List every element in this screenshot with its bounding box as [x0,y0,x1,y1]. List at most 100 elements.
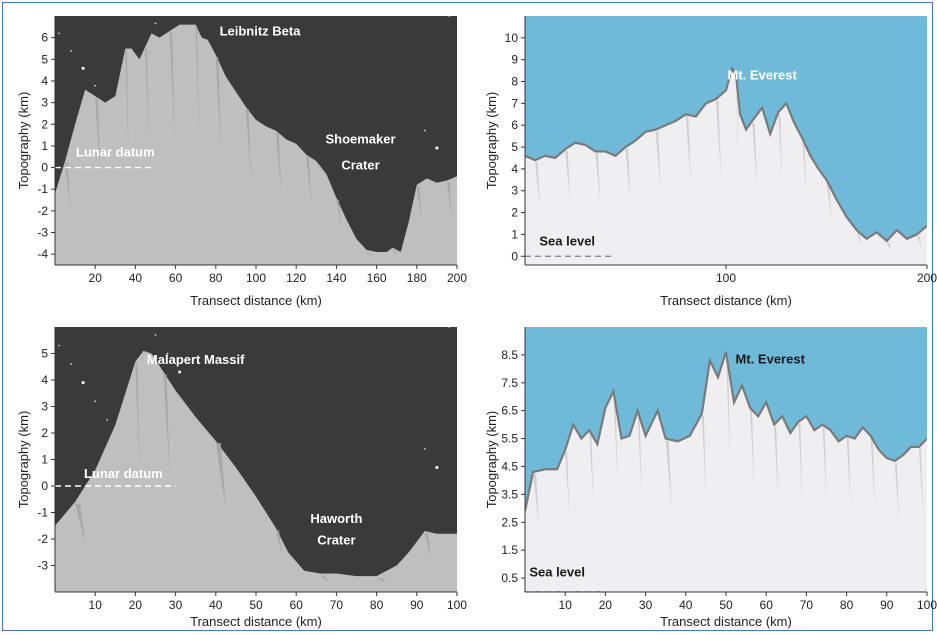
terrain-facet [637,412,642,493]
y-tick-label: 3.5 [501,487,518,501]
y-tick-label: 1 [511,227,518,241]
x-tick-label: 90 [880,598,894,612]
terrain-facet [918,448,923,513]
star [424,129,426,132]
star [81,66,85,70]
terrain-facet [163,374,170,472]
terrain-area [55,350,457,592]
x-tick-label: 60 [290,598,304,612]
terrain-facet [802,140,807,196]
terrain-facet [336,199,342,229]
star [154,334,157,336]
y-tick-label: 9 [511,53,518,67]
reference-label: Lunar datum [76,145,155,160]
x-tick-label: 80 [370,598,384,612]
terrain-facet [276,530,283,558]
terrain-facet [320,575,329,582]
star [70,50,72,52]
x-tick-label: 100 [716,271,736,285]
star [435,146,439,150]
x-tick-label: 30 [169,598,183,612]
x-tick-label: 50 [249,598,263,612]
x-tick-label: 60 [760,598,774,612]
terrain-facet [736,76,739,161]
terrain-facet [826,181,832,219]
y-tick-label: 7.5 [501,376,518,390]
y-tick-label: 0.5 [501,571,518,585]
terrain-facet [366,251,372,257]
feature-label: Mt. Everest [727,67,797,82]
y-tick-label: 3 [41,96,48,110]
terrain-facet [215,56,221,150]
star [70,363,72,365]
terrain-facet [798,423,803,499]
y-tick-label: 5 [41,52,48,66]
star [58,32,60,35]
x-tick-label: 20 [89,271,103,285]
terrain-facet [625,149,631,201]
terrain-facet [125,50,129,146]
terrain-facet [565,451,570,514]
terrain-facet [870,437,875,507]
terrain-facet [752,122,758,186]
plot-area: Leibnitz Beta Shoemaker Crater Lunar datum [55,16,457,265]
feature-label: Malapert Massif [147,352,245,367]
y-tick-label: 7 [511,96,518,110]
star [58,344,60,347]
terrain-facet [276,132,282,192]
terrain-facet [306,156,312,205]
y-tick-label: -1 [37,182,48,196]
y-tick-label: -3 [37,226,48,240]
y-tick-label: 0 [41,161,48,175]
terrain-outline [525,65,927,243]
y-tick-label: 1 [41,453,48,467]
y-axis-label: Topography (km) [484,411,499,509]
terrain-facet [846,437,851,507]
terrain-facet [613,393,618,482]
x-axis-label: Transect distance (km) [660,293,792,308]
x-tick-label: 100 [447,598,467,612]
terrain-area [55,24,457,265]
terrain-facet [778,114,783,181]
terrain-area [525,352,927,592]
x-tick-label: 100 [917,598,937,612]
terrain-facet [65,163,71,208]
y-tick-label: -3 [37,559,48,573]
x-axis-label: Transect distance (km) [190,614,322,629]
star [424,448,426,450]
y-tick-label: 10 [505,31,519,45]
x-axis-label: Transect distance (km) [660,614,792,629]
x-tick-label: 60 [169,271,183,285]
x-tick-label: 20 [129,598,143,612]
x-tick-label: 70 [330,598,344,612]
x-tick-label: 80 [840,598,854,612]
star [154,22,157,25]
reference-label: Lunar datum [84,466,163,481]
star [81,381,85,385]
terrain-facet [135,363,140,466]
star [94,400,96,403]
terrain-facet [589,432,594,504]
terrain-facet [726,354,731,461]
terrain-facet [195,26,199,133]
y-tick-label: 5 [41,347,48,361]
feature-label: Crater [317,532,355,547]
feature-label: Crater [341,158,379,173]
terrain-facet [424,533,431,559]
y-tick-label: 0 [511,249,518,263]
y-tick-label: 2 [511,206,518,220]
terrain-facet [665,440,672,508]
terrain-facet [655,131,661,191]
star [94,84,96,87]
x-tick-label: 140 [326,271,346,285]
terrain-facet [856,232,862,246]
y-tick-label: 6 [41,31,48,45]
terrain-facet [535,162,541,208]
terrain-outline [525,351,927,512]
terrain-area [525,68,927,265]
star [178,370,182,374]
reference-label: Sea level [539,233,595,248]
panel-bottom-right: Mt. Everest Sea level 0.5 1.5 2.5 3.5 4.5 5.5 6.… [484,327,937,629]
